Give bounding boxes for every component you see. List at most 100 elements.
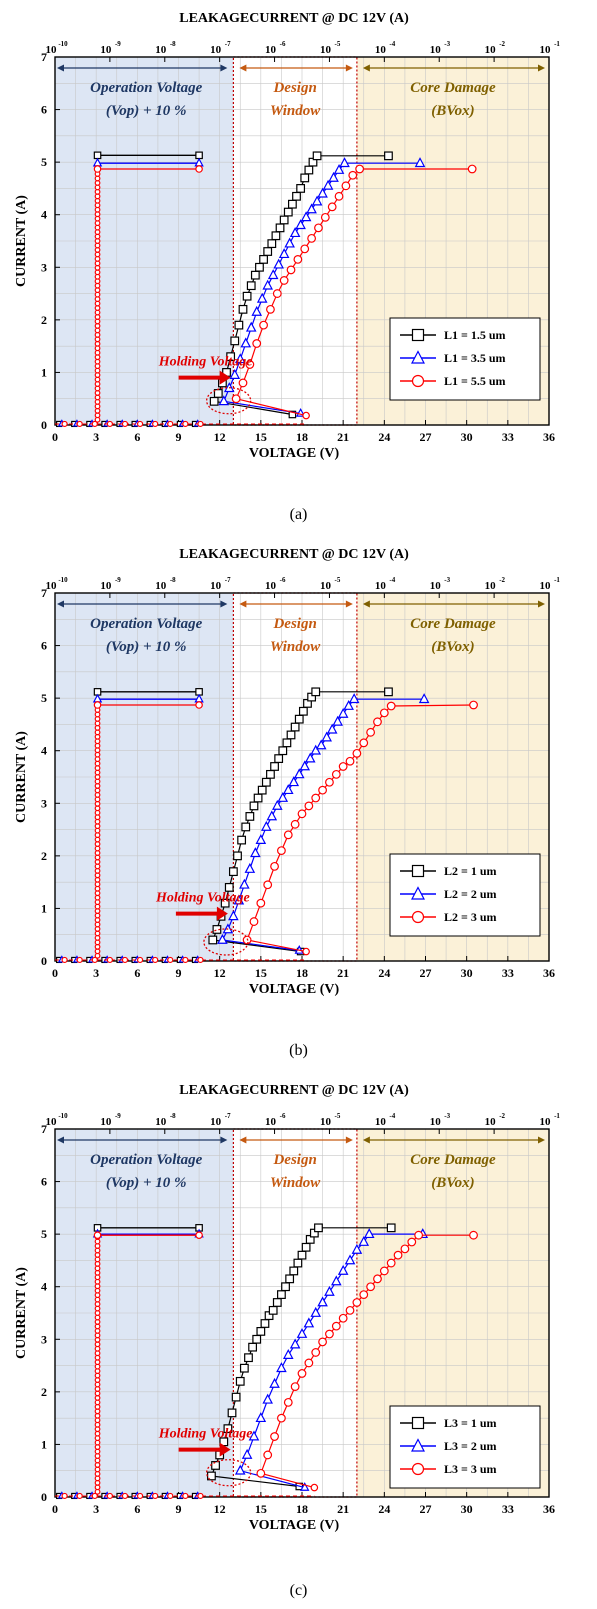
- core-arrow-head-left: [362, 64, 370, 72]
- legend-marker: [411, 1416, 425, 1430]
- data-point: [289, 227, 301, 238]
- legend: L3 = 1 um L3 = 2 um L3 = 3 um: [389, 1405, 541, 1489]
- series-circle: [55, 1230, 478, 1500]
- top-tick-label: 10: [210, 580, 222, 592]
- design-arrow-head-left: [239, 64, 247, 72]
- leakage-point: [93, 701, 102, 709]
- y-tick-label: 3: [41, 260, 47, 274]
- grid: [54, 56, 550, 426]
- operation-arrow-head-left: [57, 64, 64, 72]
- design-arrow-head-left: [239, 600, 247, 608]
- snapback-line: [260, 1472, 315, 1489]
- x-tick-label: 21: [337, 1502, 349, 1516]
- operation-label-1: Operation Voltage: [90, 80, 202, 96]
- data-point: [314, 1223, 323, 1233]
- top-tick-exponent: -8: [170, 40, 176, 48]
- baseline-point: [61, 1492, 68, 1500]
- x-tick-label: 3: [93, 1502, 99, 1516]
- baseline-point: [136, 420, 144, 428]
- top-tick-label: 10: [210, 1116, 222, 1128]
- data-point: [327, 202, 337, 212]
- operation-label-2: (Vop) + 10 %: [106, 103, 187, 119]
- data-point: [418, 693, 430, 704]
- data-point: [300, 211, 312, 222]
- top-tick-label: 10: [155, 1116, 167, 1128]
- baseline-point: [121, 956, 129, 964]
- baseline-point: [152, 420, 159, 428]
- snapback-line: [246, 939, 307, 953]
- data-point: [270, 861, 279, 871]
- data-point: [218, 395, 230, 406]
- data-point: [339, 157, 350, 168]
- holding-arrow-head: [219, 370, 231, 385]
- data-point: [255, 262, 264, 272]
- data-point: [304, 1358, 314, 1368]
- data-point: [359, 1290, 369, 1300]
- data-point: [297, 1250, 307, 1260]
- leakage-point: [93, 1231, 102, 1239]
- y-tick-label: 4: [41, 744, 47, 758]
- data-point: [284, 237, 295, 248]
- data-point: [379, 1266, 389, 1276]
- baseline-point: [197, 956, 204, 964]
- data-point: [304, 752, 316, 763]
- legend-marker: [411, 886, 425, 900]
- data-point: [373, 1274, 382, 1284]
- data-point: [331, 769, 341, 779]
- data-point: [283, 1397, 293, 1407]
- legend-marker: [411, 350, 425, 364]
- x-tick-label: 24: [378, 966, 390, 980]
- baseline-point: [152, 1492, 159, 1500]
- design-label-1: Design: [272, 616, 316, 632]
- data-point: [303, 1317, 315, 1328]
- data-point: [256, 1327, 266, 1336]
- holding-ellipse: [205, 1459, 252, 1487]
- holding-arrow-head: [219, 1442, 231, 1457]
- data-point: [311, 195, 323, 206]
- x-tick-label: 21: [337, 430, 349, 444]
- design-arrow-head-right: [345, 600, 353, 608]
- snapback-point: [302, 411, 310, 420]
- snapback-line: [235, 398, 307, 417]
- data-point: [393, 1250, 403, 1260]
- data-point: [469, 700, 478, 710]
- core-label-2: (BVox): [431, 103, 474, 119]
- holding-voltage-label: Holding Voltage: [158, 355, 253, 370]
- data-point: [304, 801, 314, 811]
- x-tick-label: 9: [176, 1502, 182, 1516]
- data-point: [277, 846, 286, 856]
- top-tick-exponent: -9: [115, 576, 121, 584]
- x-axis-label: VOLTAGE (V): [249, 1518, 340, 1533]
- caption-b: (b): [289, 1042, 308, 1059]
- baseline-point: [136, 956, 144, 964]
- leakage-point: [195, 165, 203, 173]
- top-tick-label: 10: [430, 1116, 442, 1128]
- top-tick-exponent: -8: [170, 576, 176, 584]
- baseline-point: [197, 1492, 204, 1500]
- data-point: [217, 933, 228, 944]
- data-point: [279, 276, 289, 285]
- data-point: [379, 708, 389, 718]
- x-tick-label: 30: [461, 1502, 473, 1516]
- top-tick-label: 10: [375, 580, 387, 592]
- top-tick-label: 10: [46, 1116, 58, 1128]
- data-point: [256, 292, 268, 303]
- top-tick-exponent: -1: [554, 576, 560, 584]
- top-tick-exponent: -3: [444, 576, 450, 584]
- y-tick-label: 4: [41, 208, 47, 222]
- x-tick-label: 3: [93, 430, 99, 444]
- baseline-point: [167, 1492, 174, 1500]
- design-arrow-head-right: [345, 64, 353, 72]
- data-point: [328, 171, 339, 182]
- y-axis-label: CURRENT (A): [14, 731, 29, 823]
- holding-ellipse: [205, 387, 252, 415]
- top-tick-exponent: -2: [499, 1112, 505, 1120]
- x-tick-label: 18: [296, 430, 308, 444]
- top-tick-exponent: -2: [499, 40, 505, 48]
- x-tick-label: 12: [214, 430, 226, 444]
- top-tick-exponent: -8: [170, 1112, 176, 1120]
- design-label-1: Design: [272, 80, 316, 96]
- data-point: [263, 880, 273, 890]
- data-point: [282, 1348, 294, 1359]
